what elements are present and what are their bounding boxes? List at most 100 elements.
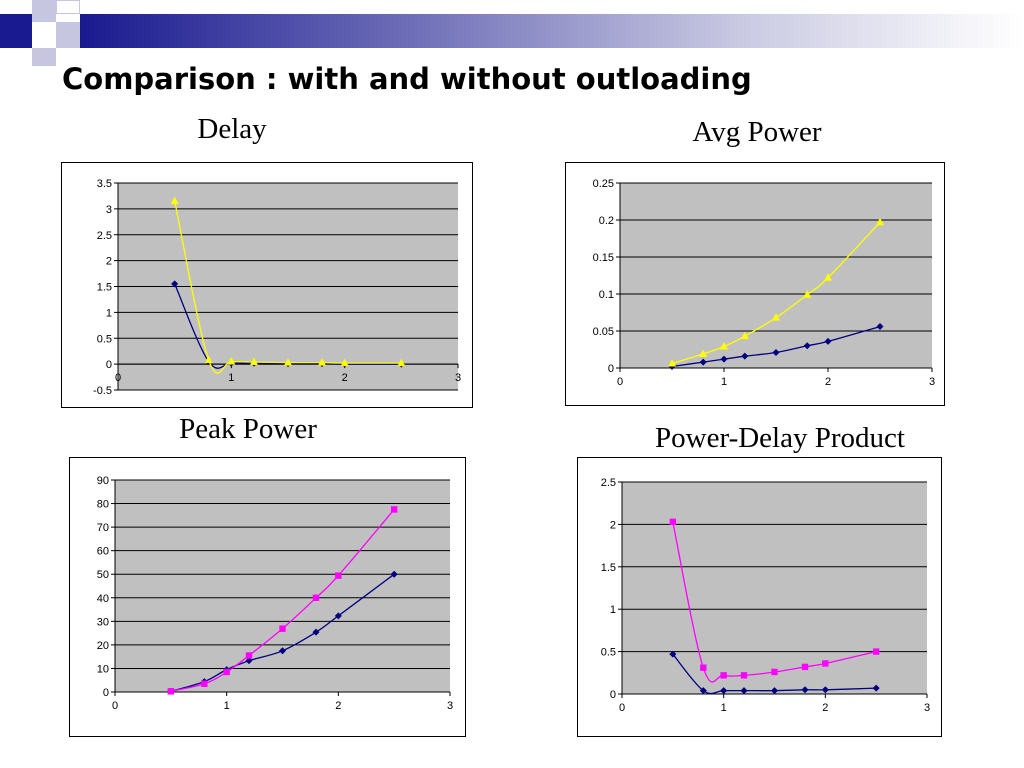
data-point: [771, 668, 778, 676]
data-point: [334, 612, 342, 620]
data-point: [801, 663, 809, 671]
chart-peak-power: 0 10 20 30 40 50 60 70 80 90 0 1 2 3: [69, 457, 466, 737]
data-point: [821, 686, 829, 694]
chart-title-avg-power: Avg Power: [692, 116, 822, 148]
x-tick-label: 3: [929, 376, 935, 388]
y-tick-label: 1: [610, 604, 616, 616]
y-tick-label: 0: [608, 363, 614, 375]
y-tick-label: 0.2: [599, 215, 614, 227]
x-tick-label: 1: [721, 376, 727, 388]
decor-square-light-5: [32, 48, 56, 66]
header-gradient-band: [80, 14, 1024, 48]
data-point: [740, 687, 748, 695]
y-tick-label: 0.1: [599, 289, 614, 301]
y-tick-label: 10: [97, 663, 109, 675]
y-tick-label: 60: [97, 546, 109, 558]
series-line-1: [174, 200, 402, 374]
data-point: [170, 196, 179, 205]
y-tick-label: 3.5: [97, 178, 112, 190]
data-point: [876, 323, 884, 331]
data-point: [390, 506, 398, 513]
data-point: [279, 625, 286, 632]
y-tick-label: 40: [97, 593, 109, 605]
y-tick-label: 0.5: [601, 647, 616, 659]
data-point: [335, 572, 342, 579]
data-point: [245, 657, 253, 665]
data-point: [801, 686, 809, 694]
x-tick-label: 0: [617, 376, 623, 388]
data-point: [803, 290, 812, 298]
y-tick-label: 2: [106, 256, 112, 268]
y-tick-label: 1.5: [97, 282, 112, 294]
decor-square-light-1: [32, 0, 56, 22]
plot-area: [622, 482, 927, 694]
data-point: [741, 352, 749, 360]
x-tick-label: 0: [115, 372, 121, 384]
chart-delay-svg: -0.500.511.522.533.50 1 2 3: [93, 178, 461, 397]
data-point: [720, 672, 727, 679]
x-tick-label: 2: [822, 702, 828, 714]
data-point: [822, 660, 829, 667]
data-point: [720, 342, 728, 350]
data-point: [740, 331, 749, 340]
data-point: [227, 357, 236, 365]
chart-power-delay-product-svg: 0 0.5 1 1.5 2 2.5 0 1 2 3: [601, 477, 930, 714]
data-point: [699, 687, 707, 695]
data-point: [824, 273, 832, 281]
chart-title-power-delay-product: Power-Delay Product: [655, 422, 905, 454]
chart-avg-power: 0 0.05 0.1 0.15 0.2 0.25 0 1 2 3: [565, 162, 945, 406]
y-tick-label: 80: [97, 499, 109, 511]
data-point: [171, 280, 179, 288]
y-tick-label: 1: [106, 307, 112, 319]
y-tick-label: 70: [97, 522, 109, 534]
data-point: [668, 359, 676, 367]
chart-title-delay: Delay: [197, 113, 267, 145]
data-point: [772, 313, 780, 321]
data-point: [223, 668, 230, 676]
data-point: [312, 628, 320, 636]
y-tick-label: 0: [106, 359, 112, 371]
data-point: [872, 648, 880, 655]
y-tick-label: 30: [97, 616, 109, 628]
data-point: [699, 358, 707, 366]
y-tick-label: 90: [97, 475, 109, 487]
x-tick-label: 1: [224, 700, 230, 712]
data-point: [284, 358, 292, 366]
slide-title: Comparison : with and without outloading: [62, 62, 752, 96]
x-tick-label: 2: [335, 700, 341, 712]
data-point: [340, 358, 349, 367]
data-point: [803, 342, 811, 350]
data-point: [318, 358, 326, 366]
chart-delay: -0.5 0 0.5 1 1.5 2 2.5 3 3.5 0 1 2 3: [61, 162, 473, 408]
y-tick-label: 3: [106, 204, 112, 216]
data-point: [669, 650, 677, 658]
y-tick-label: 0.05: [593, 326, 614, 338]
plot-area: [620, 183, 932, 368]
data-point: [771, 687, 778, 695]
data-point: [397, 358, 406, 367]
data-point: [720, 355, 728, 363]
x-tick-label: 2: [342, 372, 348, 384]
y-tick-label: 20: [97, 640, 109, 652]
data-point: [245, 652, 253, 659]
data-point: [669, 518, 677, 526]
data-point: [872, 684, 880, 692]
y-tick-label: 2.5: [97, 230, 112, 242]
data-point: [772, 348, 780, 356]
decor-square-light-3: [32, 22, 56, 48]
data-point: [740, 672, 748, 679]
data-point: [279, 647, 286, 655]
y-tick-label: -0.5: [93, 385, 112, 397]
x-tick-label: 3: [447, 700, 453, 712]
y-tick-label: 0.15: [593, 252, 614, 264]
chart-avg-power-svg: 0 0.05 0.1 0.15 0.2 0.25 0 1 2 3: [593, 178, 935, 388]
data-point: [312, 594, 320, 601]
x-tick-label: 3: [924, 702, 930, 714]
x-tick-label: 0: [112, 700, 118, 712]
y-tick-label: 2.5: [601, 477, 616, 489]
decor-square-navy-1: [0, 14, 32, 48]
decor-square-light-2: [56, 0, 80, 14]
x-tick-label: 0: [619, 702, 625, 714]
data-point: [167, 688, 175, 695]
data-point: [699, 349, 708, 357]
